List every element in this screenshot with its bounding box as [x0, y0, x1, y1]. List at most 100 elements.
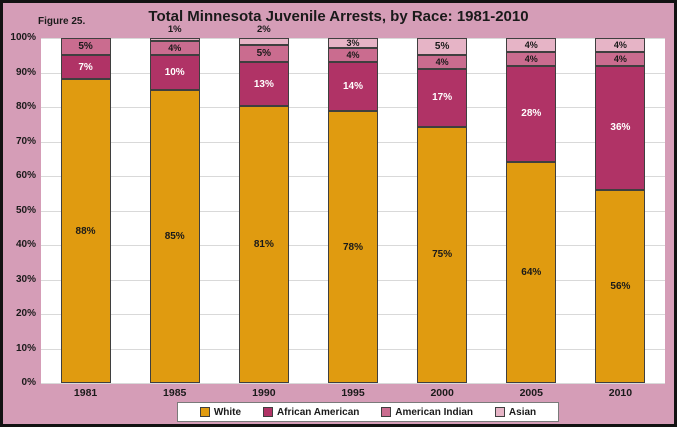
segment-label: 13%	[253, 78, 274, 90]
bar-segment-american-indian: 4%	[328, 48, 378, 63]
y-axis-label: 10%	[15, 342, 36, 354]
segment-label: 14%	[342, 81, 363, 93]
bar-segment-white: 78%	[328, 111, 378, 383]
bar-segment-white: 56%	[595, 189, 646, 383]
bar-group-1995: 78% 14% 4% 3%	[328, 38, 378, 383]
y-axis-label: 50%	[15, 204, 36, 216]
bar-group-2010: 56% 36% 4% 4%	[595, 38, 646, 383]
segment-label: 56%	[610, 280, 631, 292]
y-axis-label: 80%	[15, 101, 36, 112]
bar-segment-asian	[149, 38, 200, 42]
segment-label: 7%	[78, 61, 93, 73]
legend-label: White	[213, 406, 242, 418]
legend-item-white: White	[199, 406, 242, 418]
segment-label: 85%	[164, 230, 185, 242]
bar-segment-white: 85%	[149, 89, 200, 383]
segment-label: 75%	[432, 249, 453, 261]
x-axis-label: 2000	[430, 387, 454, 399]
bar-segment-white: 81%	[238, 106, 289, 383]
bar-segment-american-indian: 4%	[506, 51, 557, 66]
legend-swatch-african-american	[262, 407, 273, 417]
bar-group-2005: 64% 28% 4% 4%	[506, 38, 557, 383]
x-axis-label: 1990	[252, 387, 276, 399]
bar-segment-american-indian: 4%	[595, 51, 646, 66]
segment-label: 88%	[75, 225, 96, 237]
legend-item-american-indian: American Indian	[381, 407, 473, 418]
segment-label: 4%	[613, 53, 627, 64]
bar-segment-asian	[238, 38, 289, 45]
segment-label: 81%	[253, 239, 274, 251]
bar-segment-african-american: 28%	[506, 65, 557, 163]
legend: White African American American Indian Asia…	[177, 402, 559, 422]
y-axis-label: 100%	[10, 32, 36, 43]
figure-label: Figure 25.	[38, 16, 86, 27]
bar-segment-american-indian: 5%	[60, 38, 111, 56]
x-axis-label: 2005	[519, 387, 543, 399]
segment-label: 4%	[435, 56, 449, 67]
legend-swatch-american-indian	[381, 407, 392, 417]
legend-item-african-american: African American	[262, 406, 360, 418]
gridline	[41, 383, 665, 384]
x-axis-label: 1981	[73, 387, 98, 399]
y-axis-label: 20%	[15, 308, 36, 319]
segment-label: 36%	[610, 122, 631, 134]
bar-group-1985: 85% 10% 4%	[149, 38, 200, 383]
segment-label: 4%	[524, 39, 538, 50]
bar-group-1981: 88% 7% 5%	[60, 38, 111, 383]
segment-label: 78%	[342, 241, 363, 253]
bar-segment-white: 64%	[506, 162, 557, 383]
y-axis-label: 30%	[15, 273, 36, 285]
bar-segment-african-american: 36%	[595, 65, 646, 190]
legend-label: American Indian	[395, 406, 474, 418]
segment-label: 5%	[256, 47, 272, 59]
segment-label: 10%	[164, 67, 185, 78]
y-axis-label: 60%	[15, 170, 36, 181]
bars-layer: 88% 7% 5% 85% 10% 4% 81% 13% 5% 78% 14% 4% 3% 75% 17% 4…	[41, 38, 665, 383]
bar-segment-american-indian: 4%	[417, 55, 468, 69]
above-bar-label: 1%	[167, 24, 182, 35]
bar-segment-african-american: 17%	[417, 68, 468, 127]
legend-label: Asian	[508, 406, 537, 418]
segment-label: 64%	[521, 267, 542, 279]
x-axis-labels: 1981 1985 1990 1995 2000 2005 2010	[41, 38, 665, 399]
segment-label: 17%	[432, 92, 453, 104]
legend-item-asian: Asian	[494, 406, 537, 418]
y-axis-label: 0%	[21, 377, 36, 388]
plot-area: 88% 7% 5% 85% 10% 4% 81% 13% 5% 78% 14% 4% 3% 75% 17% 4…	[41, 24, 665, 399]
y-axis-label: 90%	[15, 66, 36, 78]
segment-label: 5%	[434, 41, 450, 53]
legend-swatch-asian	[494, 407, 505, 417]
bar-segment-asian: 3%	[328, 38, 378, 49]
legend-swatch-white	[199, 407, 210, 417]
bar-segment-asian: 4%	[595, 38, 646, 52]
y-axis-label: 40%	[15, 239, 36, 250]
segment-label: 4%	[524, 53, 538, 64]
y-axis: 100% 90% 80% 70% 60% 50% 40% 30% 20% 10% 0%	[3, 3, 36, 424]
segment-label: 4%	[613, 39, 627, 50]
bar-segment-african-american: 7%	[60, 55, 111, 80]
bar-segment-african-american: 14%	[328, 62, 378, 112]
chart-title: Total Minnesota Juvenile Arrests, by Rac…	[148, 8, 529, 25]
bar-segment-asian: 5%	[417, 38, 468, 56]
bar-segment-african-american: 13%	[238, 61, 289, 107]
bar-segment-white: 75%	[417, 126, 468, 383]
bar-group-2000: 75% 17% 4% 5%	[417, 38, 468, 383]
bar-group-1990: 81% 13% 5%	[238, 38, 289, 383]
segment-label: 28%	[521, 108, 542, 120]
bar-segment-african-american: 10%	[149, 55, 200, 90]
segment-label: 4%	[346, 50, 360, 61]
y-axis-label: 70%	[15, 135, 36, 147]
x-axis-label: 2010	[608, 387, 633, 399]
segment-label: 4%	[168, 43, 182, 54]
x-axis-label: 1985	[163, 387, 187, 399]
bar-segment-american-indian: 5%	[238, 44, 289, 62]
bar-segment-american-indian: 4%	[149, 41, 200, 56]
legend-label: African American	[276, 406, 360, 418]
segment-label: 3%	[346, 38, 360, 49]
bar-segment-white: 88%	[60, 79, 111, 383]
above-bar-label: 2%	[256, 24, 271, 35]
x-axis-label: 1995	[341, 387, 365, 399]
segment-label: 5%	[78, 41, 93, 53]
bar-segment-asian: 4%	[506, 38, 557, 52]
